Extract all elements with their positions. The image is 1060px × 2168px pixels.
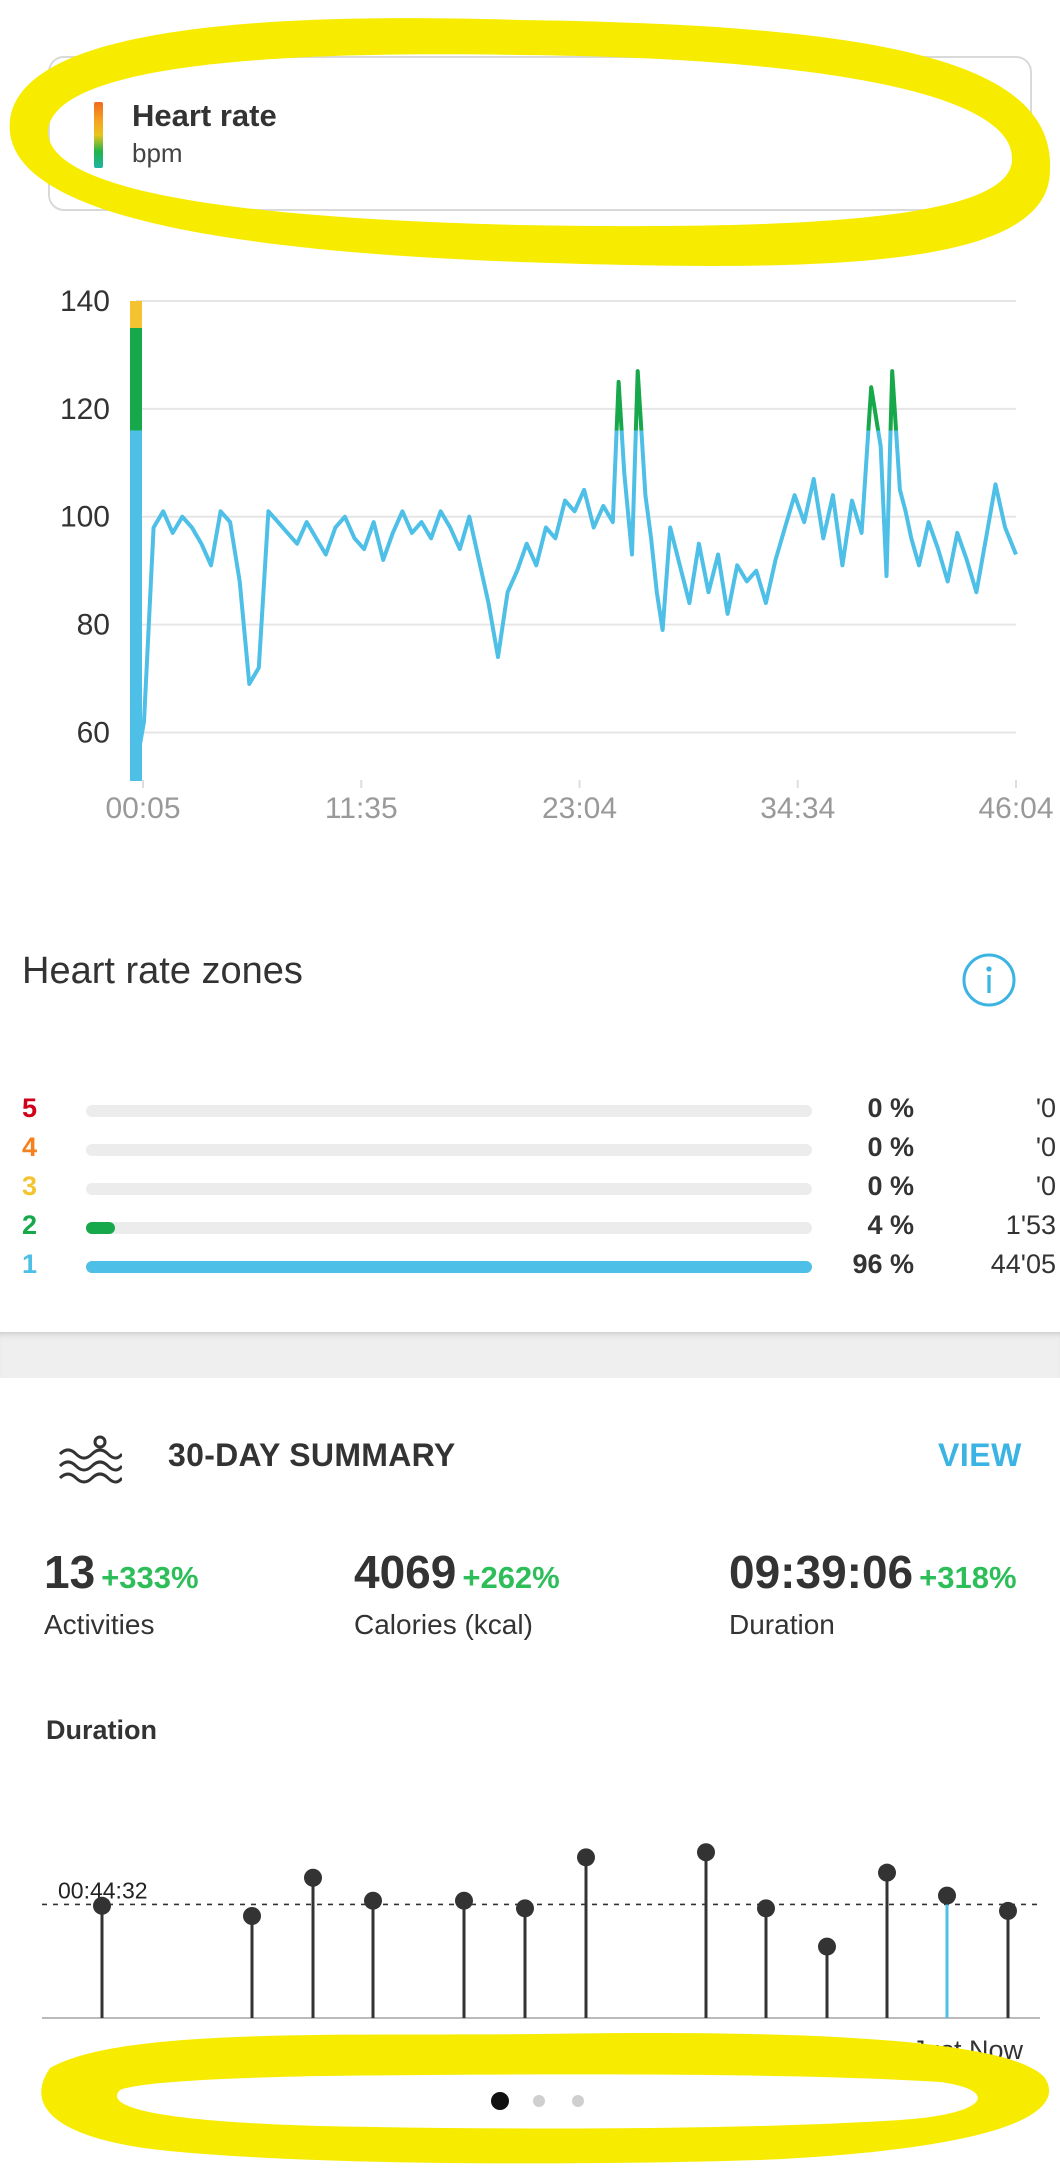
zone-row-3: 3 0 % '0 xyxy=(0,1171,1060,1211)
stat-label: Activities xyxy=(44,1609,155,1640)
zone-percent: 0 % xyxy=(867,1093,914,1123)
duration-point[interactable] xyxy=(577,1848,595,1867)
duration-point[interactable] xyxy=(455,1891,473,1910)
zone-percent: 96 % xyxy=(852,1249,914,1279)
heart-rate-color-legend xyxy=(94,102,103,168)
zone-time: '0 xyxy=(1035,1093,1056,1123)
x-tick-label: 34:34 xyxy=(760,792,835,825)
section-divider xyxy=(0,1332,1060,1378)
heart-rate-title: Heart rate xyxy=(132,98,277,133)
x-tick-label: 46:04 xyxy=(978,792,1053,825)
zone-row-1: 1 96 % 44'05 xyxy=(0,1249,1060,1289)
x-tick-label: 23:04 xyxy=(542,792,617,825)
duration-point[interactable] xyxy=(757,1899,775,1918)
duration-point[interactable] xyxy=(516,1899,534,1918)
heart-rate-chart[interactable]: 140 120 100 80 60 00:05 11:35 23:04 34:34 46:04 xyxy=(0,270,1060,840)
zone-time: '0 xyxy=(1035,1132,1056,1162)
y-tick-label: 140 xyxy=(60,285,110,318)
zone-number: 5 xyxy=(22,1093,38,1123)
page-indicator-dot-active[interactable] xyxy=(491,2092,509,2110)
x-tick-label: 00:05 xyxy=(105,792,180,825)
duration-point[interactable] xyxy=(818,1937,836,1956)
zone-time: '0 xyxy=(1035,1171,1056,1201)
heart-rate-card: Heart rate bpm xyxy=(48,56,1032,211)
zone-bar-track xyxy=(86,1261,812,1273)
duration-point[interactable] xyxy=(364,1891,382,1910)
y-tick-label: 100 xyxy=(60,501,110,534)
zone-bar-track xyxy=(86,1105,812,1117)
duration-point[interactable] xyxy=(304,1868,322,1887)
stat-calories: 4069 +262% Calories (kcal) xyxy=(354,1545,560,1641)
zone-number: 2 xyxy=(22,1210,38,1240)
swimming-icon xyxy=(58,1435,122,1484)
duration-point[interactable] xyxy=(878,1863,896,1882)
page-indicator-dot[interactable] xyxy=(533,2095,545,2107)
stat-label: Calories (kcal) xyxy=(354,1609,533,1640)
y-tick-label: 120 xyxy=(60,393,110,426)
heart-rate-series-zone2 xyxy=(134,327,899,431)
zone-row-4: 4 0 % '0 xyxy=(0,1132,1060,1172)
x-tick-label: 11:35 xyxy=(325,792,398,825)
zone-row-5: 5 0 % '0 xyxy=(0,1093,1060,1133)
stat-label: Duration xyxy=(729,1609,835,1640)
stat-change: +333% xyxy=(101,1560,199,1595)
start-spike-zone3 xyxy=(130,301,142,328)
zone-percent: 4 % xyxy=(867,1210,914,1240)
zone-time: 44'05 xyxy=(990,1249,1056,1279)
heart-rate-unit: bpm xyxy=(132,138,183,168)
stat-change: +318% xyxy=(919,1560,1017,1595)
y-tick-label: 80 xyxy=(77,609,110,642)
start-spike-zone2 xyxy=(130,327,142,431)
zone-number: 3 xyxy=(22,1171,38,1201)
duration-chart-title: Duration xyxy=(46,1715,157,1745)
zone-time: 1'53 xyxy=(1005,1210,1056,1240)
zone-number: 4 xyxy=(22,1132,38,1162)
stat-duration: 09:39:06 +318% Duration xyxy=(729,1545,1017,1641)
zone-percent: 0 % xyxy=(867,1171,914,1201)
zone-bar-track xyxy=(86,1183,812,1195)
zone-bar-fill xyxy=(86,1261,812,1273)
duration-end-label: Just Now xyxy=(912,2035,1024,2065)
stat-change: +262% xyxy=(462,1560,560,1595)
page-indicator-dot[interactable] xyxy=(572,2095,584,2107)
stat-value: 09:39:06 xyxy=(729,1546,914,1598)
info-icon[interactable] xyxy=(961,952,1017,1008)
start-spike-zone1 xyxy=(130,430,142,781)
summary-title: 30-DAY SUMMARY xyxy=(168,1437,456,1473)
zone-bar-track xyxy=(86,1144,812,1156)
stat-value: 4069 xyxy=(354,1546,457,1598)
zone-row-2: 2 4 % 1'53 xyxy=(0,1210,1060,1250)
duration-point[interactable] xyxy=(697,1843,715,1862)
duration-point[interactable] xyxy=(938,1886,956,1905)
duration-chart[interactable]: 00:44:32 xyxy=(0,1790,1060,2030)
zone-bar-fill xyxy=(86,1222,116,1234)
view-button[interactable]: VIEW xyxy=(938,1437,1022,1473)
zone-bar-track xyxy=(86,1222,812,1234)
y-tick-label: 60 xyxy=(77,716,110,749)
duration-point[interactable] xyxy=(93,1896,111,1915)
heart-rate-zones-title: Heart rate zones xyxy=(22,950,303,992)
duration-point[interactable] xyxy=(999,1901,1017,1920)
zone-number: 1 xyxy=(22,1249,38,1279)
stat-activities: 13 +333% Activities xyxy=(44,1545,199,1641)
duration-point[interactable] xyxy=(243,1907,261,1925)
heart-rate-series-zone1 xyxy=(134,430,1018,776)
stat-value: 13 xyxy=(44,1546,96,1598)
zone-percent: 0 % xyxy=(867,1132,914,1162)
